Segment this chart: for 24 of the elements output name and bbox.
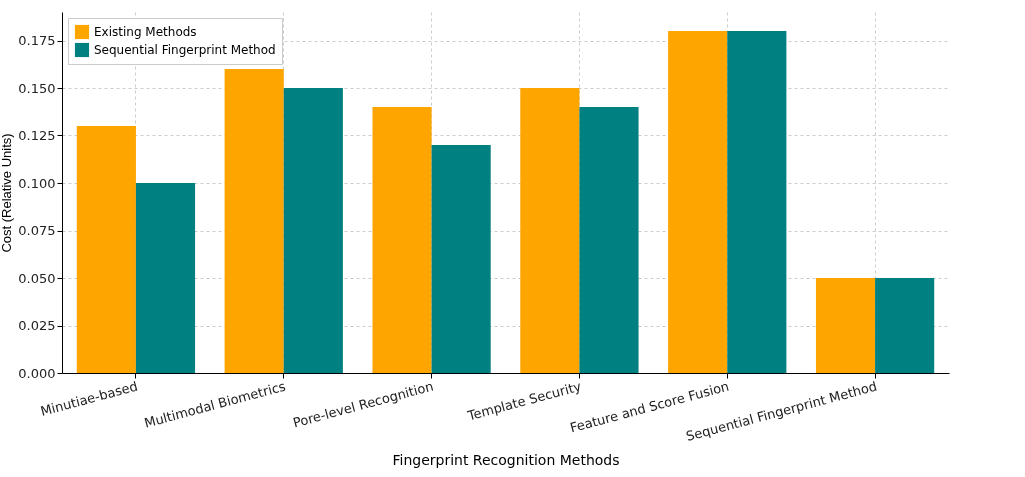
x-axis-title: Fingerprint Recognition Methods xyxy=(392,451,620,468)
legend-label: Sequential Fingerprint Method xyxy=(94,43,276,57)
bar xyxy=(283,88,343,373)
bar xyxy=(727,31,787,373)
bar xyxy=(875,278,935,373)
bar xyxy=(520,88,580,373)
bar xyxy=(135,183,196,373)
bar xyxy=(431,145,491,373)
y-tick-label: 0.000 xyxy=(18,365,56,381)
y-tick-label: 0.125 xyxy=(18,128,56,143)
bar xyxy=(579,107,639,373)
bar xyxy=(76,126,136,373)
y-tick-label: 0.175 xyxy=(18,33,56,48)
legend-label: Existing Methods xyxy=(94,25,197,39)
y-tick-label: 0.050 xyxy=(18,270,56,286)
bar xyxy=(224,69,284,373)
y-tick-label: 0.150 xyxy=(18,80,56,96)
bar xyxy=(815,278,876,373)
bar xyxy=(668,31,728,373)
bar xyxy=(372,107,432,373)
y-tick-label: 0.025 xyxy=(18,318,56,333)
y-tick-label: 0.100 xyxy=(18,175,56,191)
y-tick-label: 0.075 xyxy=(18,223,56,238)
y-axis-title: Cost (Relative Units) xyxy=(0,133,15,253)
